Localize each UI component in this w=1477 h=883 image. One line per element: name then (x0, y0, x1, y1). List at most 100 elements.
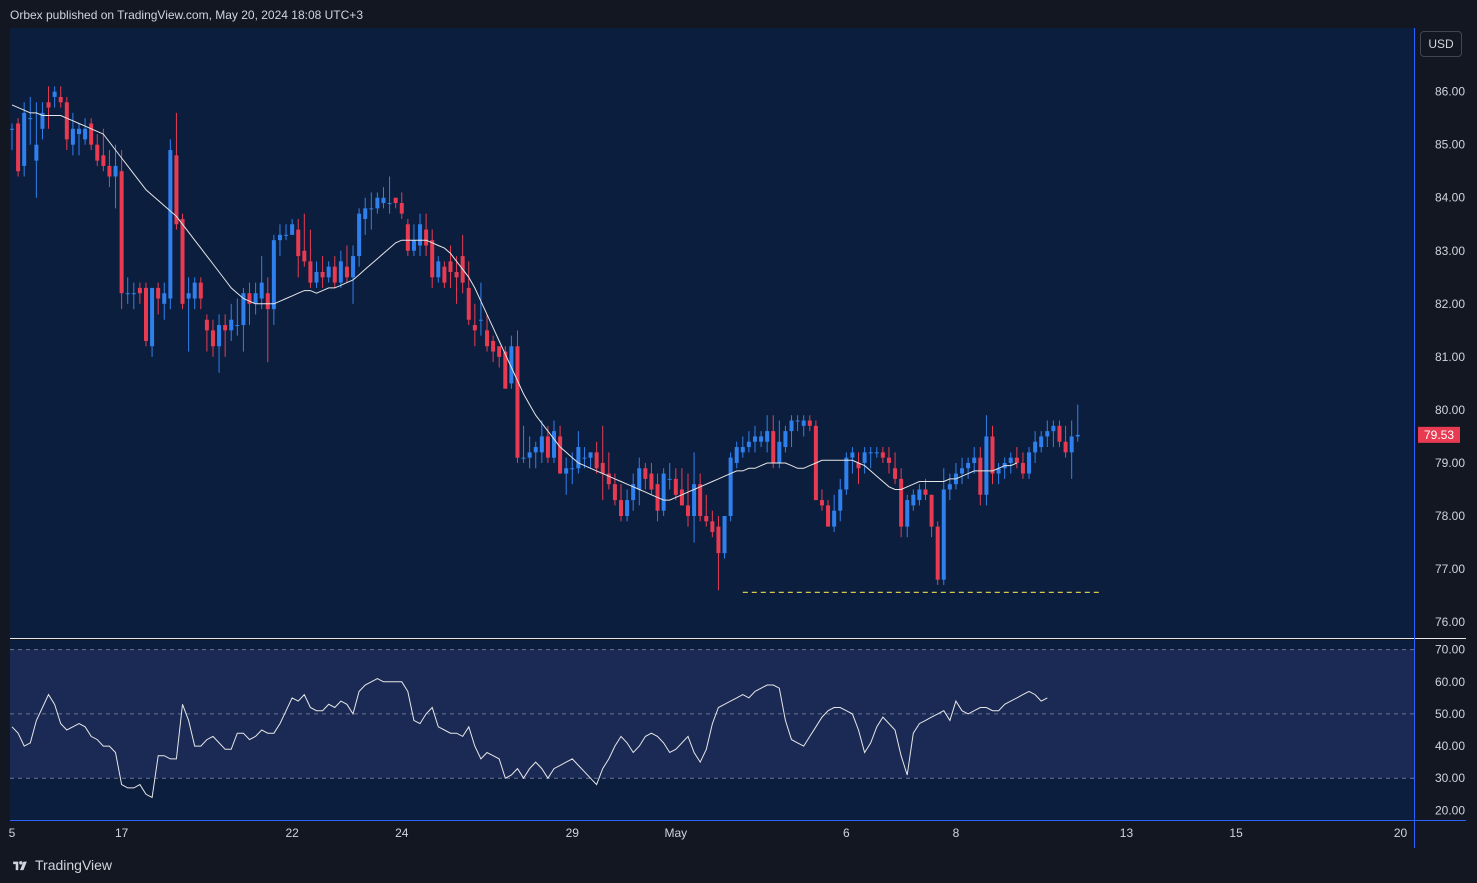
candle[interactable] (886, 447, 891, 474)
candle[interactable] (765, 415, 770, 453)
candle[interactable] (369, 192, 374, 230)
candle[interactable] (649, 462, 654, 495)
candle[interactable] (503, 346, 508, 389)
candle[interactable] (430, 229, 435, 288)
candle[interactable] (917, 484, 922, 506)
candle[interactable] (198, 277, 203, 310)
candle[interactable] (284, 224, 289, 241)
candle[interactable] (777, 420, 782, 469)
candle[interactable] (290, 218, 295, 235)
candle[interactable] (893, 452, 898, 485)
candle[interactable] (539, 420, 544, 463)
candle[interactable] (399, 192, 404, 219)
candle[interactable] (271, 234, 276, 326)
candle[interactable] (253, 282, 258, 315)
candle[interactable] (192, 277, 197, 310)
candle[interactable] (1033, 431, 1038, 463)
currency-button[interactable]: USD (1420, 31, 1462, 57)
candle[interactable] (186, 277, 191, 352)
candle[interactable] (235, 298, 240, 336)
candle[interactable] (795, 415, 800, 432)
candle[interactable] (862, 447, 867, 474)
candle[interactable] (759, 431, 764, 448)
candle[interactable] (472, 303, 477, 347)
brand[interactable]: TradingView (10, 856, 112, 874)
candle[interactable] (16, 118, 21, 177)
candle[interactable] (46, 86, 51, 129)
candle[interactable] (1027, 447, 1032, 479)
candle[interactable] (393, 197, 398, 209)
candle[interactable] (338, 250, 343, 288)
candle[interactable] (22, 102, 27, 177)
candle[interactable] (783, 425, 788, 453)
candle[interactable] (966, 457, 971, 479)
candle[interactable] (692, 452, 697, 543)
candle[interactable] (1051, 420, 1056, 448)
candle[interactable] (357, 208, 362, 267)
candle[interactable] (509, 335, 514, 389)
candle[interactable] (497, 346, 502, 368)
candle[interactable] (454, 256, 459, 304)
candle[interactable] (619, 484, 623, 522)
candle[interactable] (229, 303, 234, 341)
candle[interactable] (28, 96, 33, 145)
candle[interactable] (344, 245, 349, 283)
candle[interactable] (521, 425, 526, 463)
candle[interactable] (558, 425, 563, 474)
candle[interactable] (826, 500, 831, 527)
candle[interactable] (247, 282, 252, 326)
candle[interactable] (70, 112, 75, 156)
candle[interactable] (661, 468, 666, 516)
candle[interactable] (131, 282, 136, 310)
candle[interactable] (277, 224, 282, 257)
candle[interactable] (740, 436, 745, 458)
candle[interactable] (180, 213, 185, 310)
candle[interactable] (1075, 404, 1080, 442)
candle[interactable] (162, 282, 167, 320)
candle[interactable] (332, 256, 337, 288)
candle[interactable] (905, 494, 910, 538)
candle[interactable] (466, 261, 471, 326)
candle[interactable] (174, 112, 179, 230)
candle[interactable] (600, 425, 605, 501)
candle[interactable] (868, 447, 873, 469)
candle[interactable] (941, 468, 946, 585)
candle[interactable] (34, 102, 39, 198)
candle[interactable] (478, 282, 483, 336)
candle[interactable] (259, 256, 264, 310)
candle[interactable] (363, 197, 368, 235)
candle[interactable] (874, 447, 879, 458)
candle[interactable] (95, 134, 100, 166)
candle[interactable] (265, 277, 270, 363)
candle[interactable] (588, 452, 593, 469)
candle[interactable] (752, 425, 757, 453)
candle[interactable] (771, 415, 776, 469)
oscillator-line[interactable] (11, 678, 1048, 799)
candle[interactable] (801, 415, 806, 437)
candle[interactable] (576, 431, 581, 474)
candle[interactable] (990, 425, 995, 485)
candle[interactable] (405, 218, 410, 257)
candle[interactable] (1045, 420, 1050, 448)
candle[interactable] (929, 494, 934, 538)
candle[interactable] (722, 516, 727, 559)
candle[interactable] (984, 415, 989, 506)
candle[interactable] (734, 441, 739, 469)
candle[interactable] (625, 489, 630, 522)
candle[interactable] (491, 335, 496, 363)
candle[interactable] (704, 494, 709, 527)
candle[interactable] (40, 102, 45, 140)
candle[interactable] (223, 314, 228, 357)
candle[interactable] (64, 96, 69, 150)
candle[interactable] (698, 473, 703, 522)
candle[interactable] (1014, 447, 1019, 469)
candle[interactable] (515, 330, 520, 463)
candle[interactable] (76, 123, 81, 156)
candle[interactable] (418, 213, 423, 257)
candle[interactable] (947, 473, 952, 501)
candle[interactable] (923, 478, 928, 501)
moving-average-line[interactable] (11, 104, 1018, 501)
candle[interactable] (1039, 431, 1044, 453)
candle[interactable] (978, 447, 983, 506)
candle[interactable] (143, 282, 148, 347)
